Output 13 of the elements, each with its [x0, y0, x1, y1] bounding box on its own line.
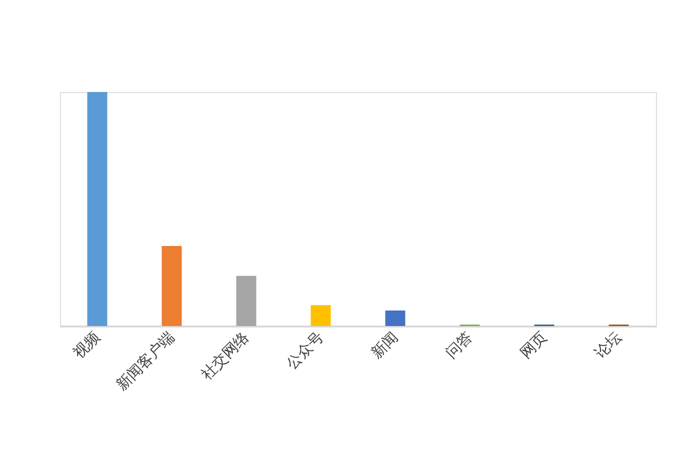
- bar: [385, 310, 406, 326]
- x-tick-label: 公众号: [283, 328, 328, 373]
- x-tick-label: 论坛: [592, 328, 626, 362]
- bar: [162, 246, 182, 326]
- x-tick-label: 视频: [70, 328, 104, 362]
- x-tick-label: 网页: [518, 330, 551, 362]
- bar: [236, 276, 256, 326]
- bar: [87, 92, 108, 326]
- x-tick-label: 新闻客户端: [113, 328, 178, 394]
- x-tick-label: 问答: [442, 328, 476, 362]
- bar: [310, 305, 331, 326]
- x-tick-label: 社交网络: [198, 328, 253, 384]
- x-tick-label: 新闻: [368, 328, 402, 362]
